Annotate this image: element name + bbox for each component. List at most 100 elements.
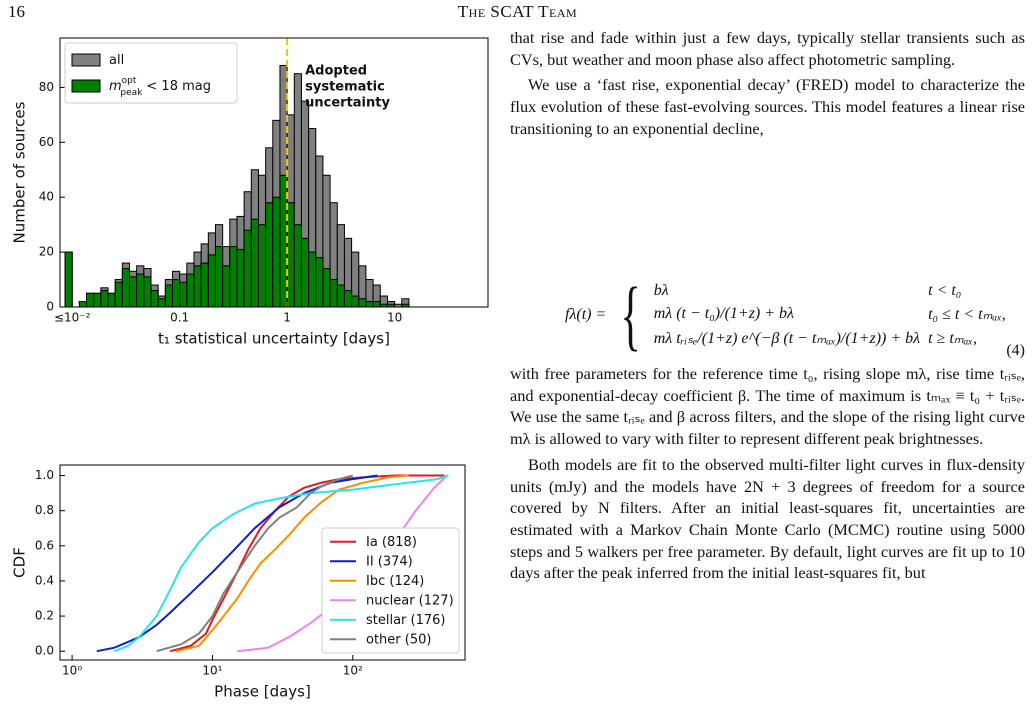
- x-tick-label: 10⁰: [62, 664, 82, 678]
- bar: [93, 292, 102, 308]
- bar: [200, 262, 209, 308]
- plot-frame: [59, 37, 489, 308]
- annotation: systematic: [305, 80, 385, 95]
- legend-label: nuclear (127): [366, 593, 454, 608]
- cdf-line: [156, 474, 354, 653]
- bar: [64, 251, 73, 308]
- bar: [186, 273, 195, 308]
- annotation: uncertainty: [305, 96, 390, 111]
- bar: [358, 298, 367, 308]
- bar: [293, 224, 302, 308]
- legend-label-part: stellar (176): [366, 612, 446, 627]
- legend-label: Ibc (124): [366, 573, 424, 588]
- y-tick-label: 0.6: [35, 538, 54, 552]
- y-tick-label: 20: [39, 245, 54, 259]
- case-cond: t < t₀: [928, 282, 962, 299]
- bar: [351, 295, 360, 308]
- brace: {: [620, 271, 642, 358]
- legend-label-part: Ibc (124): [366, 573, 424, 588]
- bar: [129, 276, 138, 308]
- y-tick-label: 80: [39, 80, 54, 94]
- y-tick-label: 0: [46, 300, 54, 314]
- bar: [365, 301, 374, 308]
- bar: [143, 276, 152, 308]
- legend-box: [321, 527, 460, 654]
- bar: [164, 284, 173, 308]
- bar: [265, 202, 274, 308]
- running-title: The SCAT Team: [457, 2, 578, 21]
- bar: [107, 292, 116, 308]
- bar: [257, 224, 267, 308]
- y-tick-label: 60: [39, 135, 54, 149]
- equation-number: (4): [1006, 342, 1025, 359]
- paragraph: Both models are fit to the observed mult…: [510, 454, 1025, 583]
- bar: [300, 237, 310, 308]
- bar: [315, 257, 324, 308]
- legend-label-part: nuclear (127): [366, 593, 454, 608]
- legend-label: other (50): [366, 632, 431, 647]
- annotation: Adopted: [305, 64, 367, 79]
- bar: [222, 265, 231, 308]
- legend-label-part: peak: [120, 88, 143, 98]
- paragraph: with free parameters for the reference t…: [510, 364, 1025, 449]
- bar: [114, 281, 123, 308]
- bar: [179, 281, 188, 308]
- case-cond: t ≥ tₘₐₓ,: [928, 330, 977, 347]
- text-column: that rise and fade within just a few day…: [510, 27, 1025, 140]
- legend-label-part: all: [109, 53, 124, 68]
- bar: [193, 265, 202, 308]
- y-tick-label: 0.8: [35, 503, 54, 517]
- y-tick-label: 0.0: [35, 644, 54, 658]
- bar: [121, 268, 131, 308]
- y-axis-label: CDF: [11, 547, 29, 578]
- bar: [100, 290, 109, 308]
- paragraph: that rise and fade within just a few day…: [510, 28, 1025, 69]
- bar: [150, 290, 159, 308]
- paragraph: We use a ‘fast rise, exponential decay’ …: [510, 75, 1025, 138]
- cdf-line: [113, 474, 449, 653]
- x-tick-label: 10: [387, 311, 402, 325]
- x-tick-label: 10¹: [202, 664, 222, 678]
- page-number: 16: [8, 2, 25, 21]
- y-tick-label: 1.0: [35, 468, 54, 482]
- bar: [157, 298, 166, 308]
- bar: [343, 290, 353, 308]
- legend-label: Ia (818): [366, 534, 417, 549]
- legend-label: all: [109, 53, 124, 68]
- equation-cases: bλ t < t₀ mλ (t − t₀)/(1+z) + bλ t₀ ≤ t < …: [654, 280, 1014, 350]
- bar: [329, 279, 338, 308]
- legend-label-part: II (374): [366, 554, 413, 569]
- y-tick-label: 40: [39, 190, 54, 204]
- legend-swatch: [71, 53, 101, 67]
- x-tick-label: ≤10⁻²: [54, 311, 91, 325]
- bar: [372, 301, 381, 308]
- case-expr: bλ: [653, 282, 669, 299]
- x-axis-label: Phase [days]: [214, 683, 311, 701]
- bar: [207, 254, 216, 308]
- bar: [171, 279, 181, 308]
- legend-label: II (374): [366, 554, 413, 569]
- bar: [86, 292, 95, 308]
- legend-label: mopt peak < 18 mag: [109, 76, 211, 98]
- legend-label-part: opt: [122, 76, 137, 86]
- cdf-line: [175, 474, 409, 653]
- case-expr: mλ tᵣᵢₛₑ/(1+z) e^(−β (t − tₘₐₓ)/(1+z)) +…: [653, 330, 921, 347]
- bar: [336, 284, 345, 308]
- x-tick-label: 1: [283, 311, 291, 325]
- x-tick-label: 10²: [343, 664, 363, 678]
- bar: [250, 218, 259, 308]
- y-axis-label: Number of sources: [11, 101, 29, 243]
- cdf-line: [169, 474, 445, 653]
- legend-label-part: m: [109, 79, 122, 94]
- y-tick-label: 0.2: [35, 609, 54, 623]
- y-tick-label: 0.4: [35, 573, 54, 587]
- bar: [308, 251, 317, 308]
- bar: [322, 268, 331, 308]
- legend-label: stellar (176): [366, 612, 446, 627]
- case-cond: t₀ ≤ t < tₘₐₓ,: [928, 306, 1006, 323]
- plot-frame: [59, 464, 466, 661]
- equation: fλ(t) = { bλ t < t₀ mλ (t − t₀)/(1+z) + b…: [565, 276, 1025, 354]
- bar: [286, 202, 295, 308]
